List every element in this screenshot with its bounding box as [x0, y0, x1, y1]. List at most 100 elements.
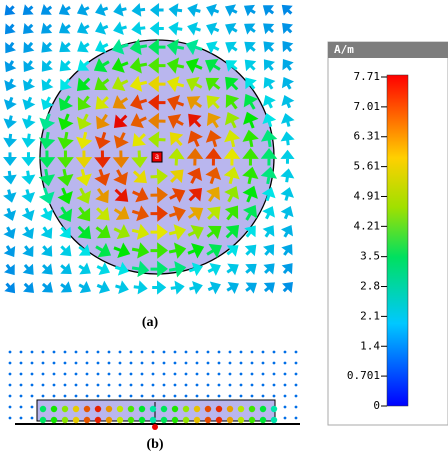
field-dot	[251, 373, 254, 376]
field-dot	[218, 384, 221, 387]
field-dot	[229, 384, 232, 387]
field-arrow	[190, 6, 201, 14]
field-arrow	[97, 44, 108, 51]
field-dot	[284, 395, 287, 398]
field-dot	[172, 417, 178, 423]
field-arrow	[43, 79, 50, 89]
field-dot	[262, 351, 265, 354]
field-dot	[240, 395, 243, 398]
field-dot	[238, 406, 244, 412]
figure: a (a) (b) A/m 7.717.016.315.614.914.213.…	[0, 0, 448, 453]
field-arrow	[7, 208, 14, 218]
field-dot	[20, 373, 23, 376]
field-dot	[251, 351, 254, 354]
panel-label: (a)	[142, 315, 159, 330]
tick-label: 4.91	[354, 189, 381, 202]
field-dot	[42, 373, 45, 376]
field-arrow	[227, 247, 236, 254]
field-dot	[207, 351, 210, 354]
tick-label: 2.8	[360, 280, 380, 293]
tick-label: 7.71	[354, 70, 381, 83]
field-dot	[295, 362, 298, 365]
field-arrow	[44, 227, 51, 237]
field-arrow	[25, 7, 33, 14]
field-dot	[86, 373, 89, 376]
field-arrow	[134, 284, 145, 292]
field-dot	[95, 417, 101, 423]
field-arrow	[24, 115, 32, 126]
field-dot	[53, 373, 56, 376]
field-arrow	[7, 25, 14, 33]
field-arrow	[266, 208, 273, 218]
field-arrow	[283, 115, 291, 126]
field-dot	[108, 395, 111, 398]
tick-label: 3.5	[360, 250, 380, 263]
field-arrow	[284, 79, 291, 89]
field-arrow	[227, 25, 237, 32]
field-arrow	[79, 25, 89, 32]
field-arrow	[7, 284, 14, 292]
field-dot	[262, 362, 265, 365]
field-dot	[216, 417, 222, 423]
field-dot	[295, 384, 298, 387]
field-arrow	[25, 208, 32, 218]
field-dot	[152, 351, 155, 354]
field-dot	[62, 406, 68, 412]
field-dot	[249, 417, 255, 423]
field-dot	[205, 417, 211, 423]
field-dot	[75, 373, 78, 376]
field-arrow	[190, 284, 201, 292]
tick-label: 7.01	[354, 100, 381, 113]
field-arrow	[43, 7, 51, 13]
field-arrow	[283, 134, 291, 145]
field-dot	[207, 373, 210, 376]
field-arrow	[97, 7, 107, 14]
field-dot	[40, 417, 46, 423]
field-arrow	[7, 227, 14, 237]
field-dot	[251, 395, 254, 398]
field-dot	[174, 351, 177, 354]
field-arrow	[43, 246, 50, 255]
field-dot	[284, 373, 287, 376]
field-dot	[174, 395, 177, 398]
field-arrow	[115, 25, 126, 33]
field-dot	[240, 362, 243, 365]
field-dot	[119, 362, 122, 365]
field-dot	[86, 395, 89, 398]
field-dot	[174, 373, 177, 376]
field-arrow	[116, 6, 127, 14]
field-dot	[31, 384, 34, 387]
field-dot	[194, 406, 200, 412]
field-dot	[84, 417, 90, 423]
tick-label: 2.1	[360, 309, 380, 322]
field-dot	[207, 395, 210, 398]
field-dot	[141, 384, 144, 387]
field-arrow	[284, 61, 291, 70]
field-arrow	[171, 6, 182, 14]
field-dot	[227, 417, 233, 423]
field-arrow	[25, 61, 32, 70]
field-dot	[9, 384, 12, 387]
field-dot	[9, 417, 12, 420]
field-arrow	[25, 284, 33, 291]
field-arrow	[284, 190, 292, 201]
field-dot	[152, 384, 155, 387]
field-arrow	[7, 246, 13, 255]
field-dot	[194, 417, 200, 423]
field-dot	[64, 395, 67, 398]
field-arrow	[61, 265, 70, 272]
field-arrow	[61, 7, 70, 13]
field-dot	[141, 351, 144, 354]
field-arrow	[246, 284, 255, 291]
field-arrow	[265, 79, 272, 89]
field-arrow	[134, 25, 146, 33]
field-dot	[207, 362, 210, 365]
field-dot	[31, 373, 34, 376]
field-arrow	[115, 265, 126, 273]
field-dot	[240, 351, 243, 354]
field-dot	[130, 351, 133, 354]
field-dot	[240, 373, 243, 376]
field-arrow	[284, 284, 291, 291]
field-arrow	[208, 6, 218, 13]
page: {"panel_a": {"label": "(a)", "marker": "…	[0, 0, 448, 453]
